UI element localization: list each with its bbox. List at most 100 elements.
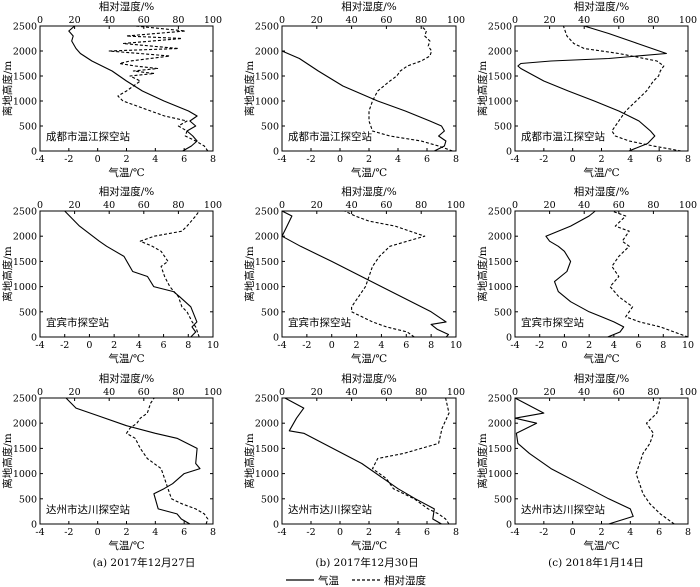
y-tick-label: 500 — [261, 122, 279, 133]
y-tick-label: 1500 — [13, 257, 37, 268]
plot-frame — [281, 210, 457, 338]
y-tick-label: 1000 — [255, 97, 279, 108]
x-tick-label: -4 — [510, 154, 519, 165]
y-tick-label: 0 — [506, 520, 512, 531]
x-tick-label: 8 — [453, 154, 459, 165]
y-axis-label: 离地高度/m — [243, 246, 256, 302]
x-tick-label: -4 — [277, 154, 286, 165]
x2-tick-label: 0 — [37, 15, 43, 26]
y-tick-label: 0 — [273, 333, 279, 344]
temperature-line — [281, 210, 450, 338]
y-tick-label: 1000 — [13, 469, 37, 480]
x2-tick-label: 100 — [679, 200, 697, 211]
y-tick-label: 2000 — [255, 232, 279, 243]
y-tick-label: 1000 — [488, 469, 512, 480]
x-tick-label: 2 — [111, 340, 117, 351]
x2-tick-label: 100 — [679, 15, 697, 26]
y-axis-label: 离地高度/m — [476, 61, 489, 117]
x2-tick-label: 80 — [415, 15, 427, 26]
x2-tick-label: 20 — [544, 15, 556, 26]
y-tick-label: 500 — [494, 307, 512, 318]
y-tick-label: 0 — [506, 333, 512, 344]
x-tick-label: -2 — [302, 340, 311, 351]
y-tick-label: 1500 — [255, 444, 279, 455]
humidity-line — [368, 25, 453, 152]
plot-frame — [39, 210, 214, 338]
x-tick-label: 6 — [636, 340, 642, 351]
x2-tick-label: 60 — [613, 15, 625, 26]
x-tick-label: 0 — [86, 340, 92, 351]
x2-tick-label: 20 — [544, 200, 556, 211]
x2-axis-label: 相对湿度/% — [341, 372, 397, 385]
y-tick-label: 500 — [494, 122, 512, 133]
temperature-line — [281, 50, 447, 152]
x2-tick-label: 0 — [37, 387, 43, 398]
x2-tick-label: 100 — [447, 387, 465, 398]
x-tick-label: -2 — [539, 527, 548, 538]
x-tick-label: -2 — [535, 340, 544, 351]
x2-tick-label: 40 — [578, 387, 590, 398]
x-tick-label: -4 — [277, 340, 286, 351]
humidity-line — [108, 25, 209, 152]
y-tick-label: 2000 — [255, 419, 279, 430]
y-tick-label: 1000 — [13, 282, 37, 293]
x-tick-label: 0 — [95, 154, 101, 165]
x2-tick-label: 60 — [138, 387, 150, 398]
x-tick-label: 6 — [656, 527, 662, 538]
y-tick-label: 1500 — [488, 72, 512, 83]
y-tick-label: 0 — [273, 520, 279, 531]
x-tick-label: -2 — [64, 154, 73, 165]
x2-tick-label: 20 — [69, 387, 81, 398]
x2-tick-label: 0 — [512, 15, 518, 26]
y-tick-label: 0 — [31, 333, 37, 344]
x2-tick-label: 60 — [380, 200, 392, 211]
y-tick-label: 0 — [31, 520, 37, 531]
x-axis-label: 气温/℃ — [583, 539, 620, 552]
x-tick-label: -2 — [64, 527, 73, 538]
x2-tick-label: 80 — [415, 200, 427, 211]
x2-tick-label: 20 — [544, 387, 556, 398]
y-tick-label: 2500 — [488, 207, 512, 218]
x-tick-label: 6 — [656, 154, 662, 165]
y-tick-label: 0 — [273, 147, 279, 158]
x-axis-label: 气温/℃ — [583, 166, 620, 179]
caption-c: (c) 2018年1月14日 — [548, 556, 644, 569]
x2-tick-label: 60 — [613, 387, 625, 398]
legend-dashed-label: 相对湿度 — [384, 574, 426, 587]
x-tick-label: -4 — [35, 527, 44, 538]
x2-tick-label: 100 — [447, 200, 465, 211]
x-tick-label: 8 — [685, 154, 691, 165]
y-tick-label: 0 — [31, 147, 37, 158]
x-tick-label: 4 — [395, 527, 401, 538]
x2-tick-label: 40 — [103, 15, 115, 26]
y-tick-label: 2000 — [255, 47, 279, 58]
x-tick-label: 10 — [207, 340, 219, 351]
x-tick-label: 6 — [181, 527, 187, 538]
x-tick-label: -2 — [306, 154, 315, 165]
x2-tick-label: 0 — [279, 200, 285, 211]
x-tick-label: -2 — [539, 154, 548, 165]
x2-tick-label: 80 — [172, 15, 184, 26]
x-tick-label: 2 — [366, 154, 372, 165]
x-tick-label: 0 — [570, 154, 576, 165]
x-tick-label: 4 — [611, 340, 617, 351]
station-label: 成都市温江探空站 — [521, 130, 605, 143]
x-axis-label: 气温/℃ — [108, 539, 145, 552]
x2-tick-label: 80 — [647, 200, 659, 211]
y-tick-label: 500 — [261, 494, 279, 505]
x2-axis-label: 相对湿度/% — [574, 0, 630, 13]
x-tick-label: 10 — [682, 340, 694, 351]
x-axis-label: 气温/℃ — [108, 166, 145, 179]
humidity-line — [125, 397, 209, 525]
x2-axis-label: 相对湿度/% — [99, 0, 155, 13]
x-tick-label: 8 — [453, 527, 459, 538]
x-axis-label: 气温/℃ — [351, 539, 388, 552]
x-tick-label: -4 — [35, 154, 44, 165]
x-tick-label: 2 — [598, 154, 604, 165]
x-tick-label: 8 — [210, 154, 216, 165]
y-tick-label: 2500 — [255, 394, 279, 405]
x2-tick-label: 100 — [447, 15, 465, 26]
x-axis-label: 气温/℃ — [583, 352, 620, 365]
